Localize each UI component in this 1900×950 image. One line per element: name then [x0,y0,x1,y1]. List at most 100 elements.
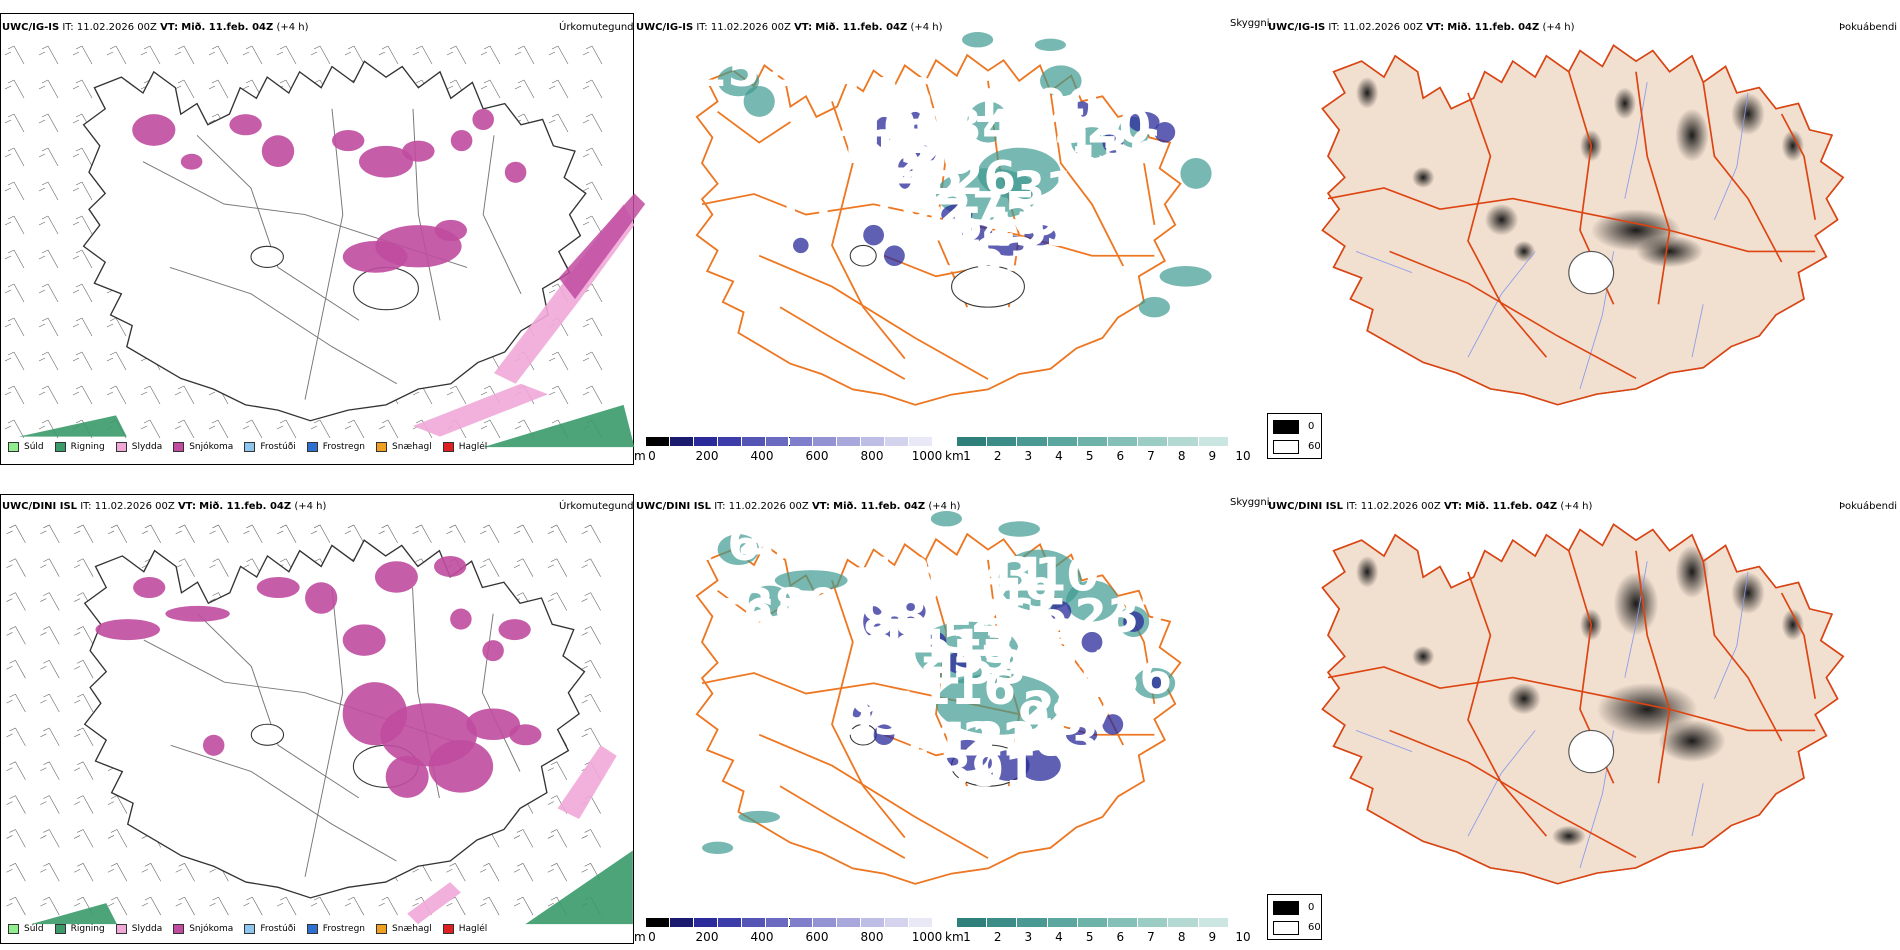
ceiling-label: 126 [877,131,975,185]
legend-label: Snæhagl [392,924,432,934]
ceiling-label: 347 [950,100,1048,154]
fog-legend-light-swatch [1273,921,1299,935]
ceiling-label: 88 [862,610,927,664]
ceiling-label: 14 [1049,641,1114,695]
vt-label: VT: [811,501,830,512]
colorbar-segment [741,437,766,446]
legend-label: Frostregn [322,442,366,452]
ceiling-label: 93 [841,692,906,746]
colorbar-tick-label: 400 [750,930,774,944]
colorbar-tick-label: 1000 [911,449,943,463]
legend-swatch [306,442,318,452]
colorbar-segment [765,918,790,927]
model-name: UWC/DINI ISL [636,501,712,512]
precip-type-frame [0,13,634,465]
colorbar-tick-label: 1 [963,930,971,944]
valid-time: Mið. 11.feb. 04Z [833,501,926,512]
legend-item: Snæhagl [376,442,432,452]
colorbar-tick-label: 0 [648,449,656,463]
colorbar-segment [813,437,838,446]
fog-legend: 0 60 [1267,894,1322,940]
legend-item: Súld [8,924,44,934]
legend-label: Súld [24,442,44,452]
valid-time: Mið. 11.feb. 04Z [199,501,292,512]
colorbar-tick-label: 4 [1055,930,1063,944]
precip-type-map [6,524,633,925]
ceiling-label: 249 [960,569,1058,623]
colorbar-segment [1228,437,1259,446]
ceiling-label: 28 [903,110,968,164]
colorbar-segment [1138,918,1169,927]
colorbar-segment [693,918,718,927]
legend-swatch [115,442,127,452]
legend-swatch [442,924,454,934]
ceiling-label: 27 [737,512,802,566]
lead-time: (+4 h) [276,22,309,33]
legend-swatch [115,924,127,934]
vt-label: VT: [794,22,813,33]
legend-label: Slydda [131,442,163,452]
colorbar-unit: m [634,930,646,944]
init-time: 11.02.2026 00Z [728,501,809,512]
panel-header: UWC/DINI ISL IT: 11.02.2026 00Z VT: Mið.… [1268,501,1592,513]
colorbar-segment [789,437,814,446]
colorbar-segment [861,437,886,446]
fog-index-title: Þokuábendi [1839,22,1898,33]
legend-item: Frostúði [244,442,296,452]
ceiling-label: 612 [866,162,964,216]
it-label: IT: [696,22,708,33]
colorbar-segment [987,437,1018,446]
legend-label: Snæhagl [392,442,432,452]
visibility-colorbar: km 1 2 3 4 5 6 7 8 9 10 [945,918,1265,946]
valid-time: Mið. 11.feb. 04Z [1465,501,1558,512]
colorbar-segment [861,918,886,927]
fog-legend-dark-label: 0 [1308,421,1315,432]
colorbar-segment [1108,918,1139,927]
legend-swatch [442,442,454,452]
legend-label: Haglél [458,442,488,452]
ceiling-colorbar: m 0 200 400 600 800 1000 [634,918,942,946]
it-label: IT: [1328,22,1340,33]
colorbar-tick-label: 400 [750,449,774,463]
ceiling-label: 128 [970,713,1068,767]
ceiling-label: 207 [1022,682,1120,736]
model-name: UWC/IG-IS [636,22,694,33]
legend-label: Súld [24,924,44,934]
ceiling-label: 565 [710,589,808,643]
panel-header: UWC/IG-IS IT: 11.02.2026 00Z VT: Mið. 11… [1268,22,1575,34]
colorbar-segment [765,437,790,446]
colorbar-segment [837,918,862,927]
colorbar-segment [1228,918,1259,927]
colorbar-segment [813,918,838,927]
colorbar-segment [669,437,694,446]
init-time: 11.02.2026 00Z [94,501,175,512]
precip-legend: Súld Rigning Slydda Snjókoma Frostúði Frostre… [8,921,498,937]
colorbar-tick-label: 10 [1235,449,1251,463]
legend-item: Snjókoma [173,442,233,452]
ceiling-label: 125 [887,630,985,684]
ceiling-label: 641 [950,548,1048,602]
legend-label: Frostúði [260,924,296,934]
legend-item: Rigning [54,442,105,452]
legend-swatch [8,442,19,452]
ceiling-colorbar: m 0 200 400 600 800 1000 [634,437,942,465]
legend-swatch [244,924,256,934]
precip-type-map [4,45,646,448]
ceiling-label: 275 [939,182,1037,236]
legend-item: Snæhagl [376,924,432,934]
panel-header: UWC/IG-IS IT: 11.02.2026 00Z VT: Mið. 11… [636,22,943,34]
colorbar-segment [789,918,814,927]
colorbar-segment [693,437,718,446]
ceiling-label: 220 [1054,100,1152,154]
colorbar-segment [1017,918,1048,927]
ceiling-label: 196 [835,69,933,123]
legend-swatch [54,924,66,934]
row-2: UWC/DINI ISL IT: 11.02.2026 00Z VT: Mið.… [0,475,1900,950]
ceiling-label: 103 [1002,713,1100,767]
visibility-map: 7602738056512998881151256412492653635693… [695,511,1182,885]
ceiling-label: 186 [1074,651,1172,705]
vt-label: VT: [177,501,196,512]
colorbar-tick-label: 600 [805,930,829,944]
colorbar-tick-label: 3 [1024,930,1033,944]
colorbar-tick-label: 5 [1085,449,1094,463]
